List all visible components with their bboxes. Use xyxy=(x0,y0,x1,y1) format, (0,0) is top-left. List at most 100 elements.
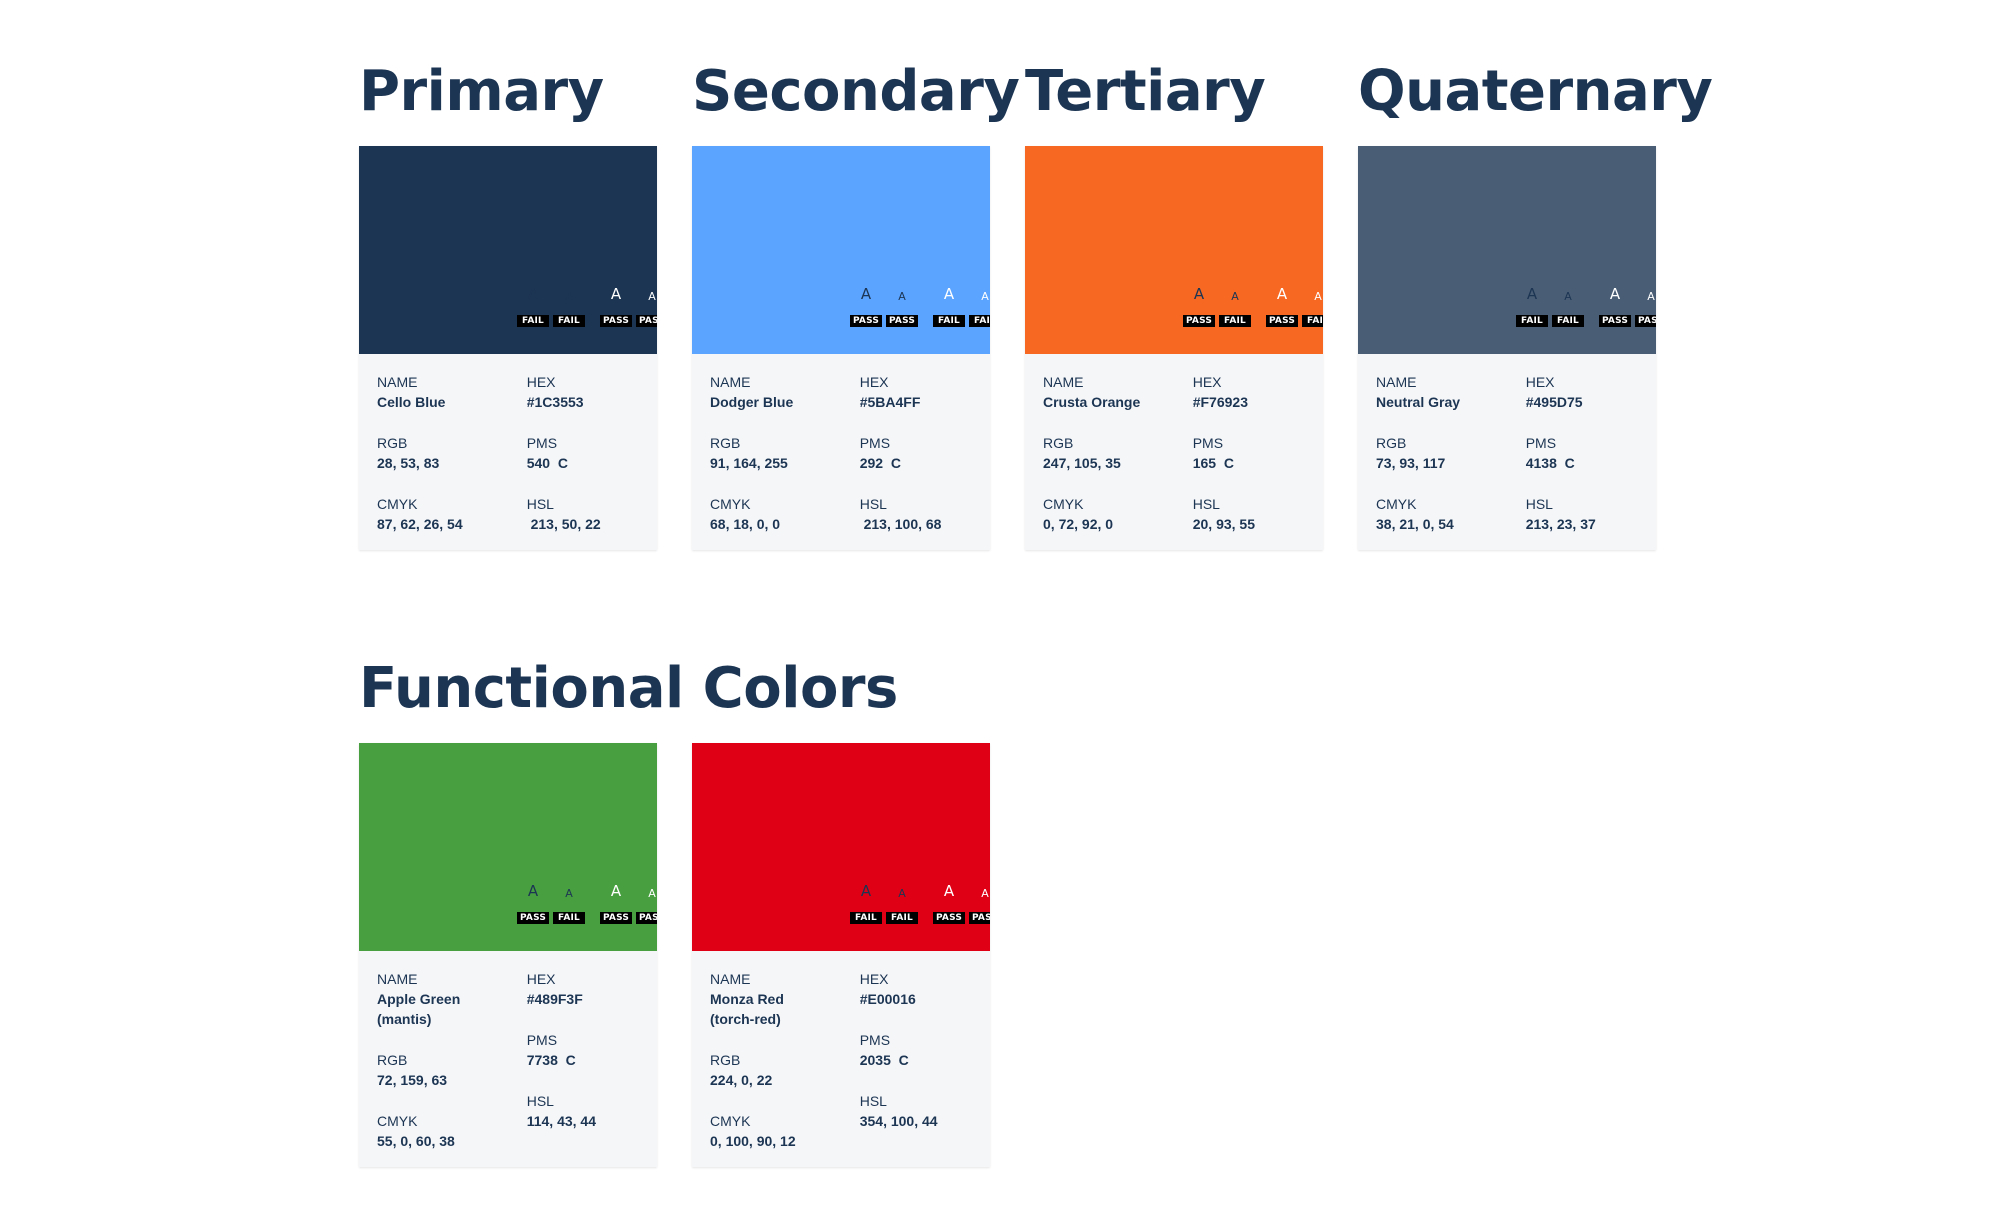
color-details: NAME Dodger Blue RGB 91, 164, 255 CMYK 68, 18… xyxy=(692,354,990,550)
dark-text-sample: A xyxy=(527,882,539,900)
field-name: NAME Crusta Orange xyxy=(1043,372,1193,412)
light-text-sample: A xyxy=(610,882,622,900)
dark-text-sample: A xyxy=(860,882,872,900)
contrast-badge: PASS xyxy=(600,912,632,924)
field-pms-value: 292 C xyxy=(859,455,901,471)
field-cmyk-value: 87, 62, 26, 54 xyxy=(377,516,463,532)
field-cmyk-label: CMYK xyxy=(1043,496,1084,512)
field-pms-label: PMS xyxy=(526,1032,558,1048)
contrast-badge: PASS xyxy=(933,912,965,924)
field-cmyk-value: 68, 18, 0, 0 xyxy=(710,516,781,532)
field-hsl-label: HSL xyxy=(1192,496,1220,512)
color-card: A FAIL A FAIL A PASS A PASS NAME Neutral Gray RGB 7… xyxy=(1358,146,1656,550)
dark-text-sample: A xyxy=(565,887,573,900)
field-name-value: Cello Blue xyxy=(377,394,446,410)
field-name-label: NAME xyxy=(1376,374,1417,390)
field-hsl-value: 213, 100, 68 xyxy=(859,516,942,532)
field-pms: PMS 2035 C xyxy=(860,1030,972,1070)
contrast-badge: PASS xyxy=(517,912,549,924)
field-rgb-value: 247, 105, 35 xyxy=(1043,455,1121,471)
field-pms: PMS 7738 C xyxy=(527,1030,639,1070)
contrast-check: A PASS A FAIL A PASS A PASS xyxy=(359,881,657,941)
field-pms-label: PMS xyxy=(1192,435,1224,451)
field-hsl-label: HSL xyxy=(859,496,887,512)
field-name-value: Apple Green (mantis) xyxy=(377,991,461,1027)
contrast-badge: FAIL xyxy=(517,315,549,327)
color-card: A PASS A PASS A FAIL A FAIL NAME Dodger Blue RGB 91… xyxy=(692,146,990,550)
field-hex: HEX #F76923 xyxy=(1193,372,1305,412)
field-name: NAME Apple Green (mantis) xyxy=(377,969,527,1029)
field-rgb-label: RGB xyxy=(377,1052,408,1068)
field-rgb-value: 28, 53, 83 xyxy=(377,455,440,471)
field-hex-value: #E00016 xyxy=(859,991,916,1007)
field-rgb: RGB 72, 159, 63 xyxy=(377,1050,527,1090)
color-swatch: A FAIL A FAIL A PASS A PASS xyxy=(359,146,657,354)
field-cmyk-label: CMYK xyxy=(710,496,751,512)
field-hsl-label: HSL xyxy=(1525,496,1553,512)
color-details: NAME Cello Blue RGB 28, 53, 83 CMYK 87, 62, 2… xyxy=(359,354,657,550)
field-hex-value: #F76923 xyxy=(1192,394,1248,410)
field-rgb-value: 224, 0, 22 xyxy=(710,1072,773,1088)
field-name: NAME Cello Blue xyxy=(377,372,527,412)
field-hex-label: HEX xyxy=(1192,374,1222,390)
field-hex-label: HEX xyxy=(859,374,889,390)
contrast-badge: PASS xyxy=(636,315,657,327)
dark-text-sample: A xyxy=(1564,290,1572,303)
dark-text-sample: A xyxy=(527,285,539,303)
field-pms-value: 540 C xyxy=(526,455,568,471)
light-text-sample: A xyxy=(943,882,955,900)
field-hex-value: #495D75 xyxy=(1525,394,1583,410)
field-pms-value: 165 C xyxy=(1192,455,1234,471)
field-hex: HEX #489F3F xyxy=(527,969,639,1009)
field-cmyk: CMYK 0, 100, 90, 12 xyxy=(710,1111,860,1151)
field-cmyk-value: 0, 100, 90, 12 xyxy=(710,1133,796,1149)
field-rgb-label: RGB xyxy=(710,435,741,451)
field-hsl-value: 354, 100, 44 xyxy=(859,1113,938,1129)
color-card: A FAIL A FAIL A PASS A PASS NAME Monza Red (torch… xyxy=(692,743,990,1167)
contrast-badge: PASS xyxy=(969,912,990,924)
field-hsl-label: HSL xyxy=(526,496,554,512)
field-pms: PMS 292 C xyxy=(860,433,972,473)
field-hsl: HSL 20, 93, 55 xyxy=(1193,494,1305,534)
field-pms-value: 4138 C xyxy=(1525,455,1575,471)
color-swatch: A PASS A PASS A FAIL A FAIL xyxy=(692,146,990,354)
contrast-check: A PASS A PASS A FAIL A FAIL xyxy=(692,284,990,344)
field-name-label: NAME xyxy=(1043,374,1084,390)
contrast-badge: FAIL xyxy=(553,912,585,924)
contrast-badge: FAIL xyxy=(886,912,918,924)
field-pms: PMS 165 C xyxy=(1193,433,1305,473)
dark-text-sample: A xyxy=(860,285,872,303)
field-cmyk: CMYK 87, 62, 26, 54 xyxy=(377,494,527,534)
field-cmyk: CMYK 68, 18, 0, 0 xyxy=(710,494,860,534)
contrast-badge: FAIL xyxy=(1219,315,1251,327)
field-name: NAME Neutral Gray xyxy=(1376,372,1526,412)
field-pms: PMS 540 C xyxy=(527,433,639,473)
light-text-sample: A xyxy=(1609,285,1621,303)
contrast-badge: PASS xyxy=(886,315,918,327)
contrast-badge: FAIL xyxy=(1516,315,1548,327)
field-hsl-label: HSL xyxy=(859,1093,887,1109)
light-text-sample: A xyxy=(1647,290,1655,303)
field-cmyk: CMYK 55, 0, 60, 38 xyxy=(377,1111,527,1151)
field-cmyk-label: CMYK xyxy=(710,1113,751,1129)
field-cmyk-label: CMYK xyxy=(377,496,418,512)
contrast-check: A FAIL A FAIL A PASS A PASS xyxy=(359,284,657,344)
contrast-badge: PASS xyxy=(636,912,657,924)
field-pms: PMS 4138 C xyxy=(1526,433,1638,473)
field-name-value: Dodger Blue xyxy=(710,394,794,410)
field-hex: HEX #1C3553 xyxy=(527,372,639,412)
color-card: A FAIL A FAIL A PASS A PASS NAME Cello Blue RGB 28,… xyxy=(359,146,657,550)
field-name-value: Monza Red (torch-red) xyxy=(710,991,784,1027)
field-hex-label: HEX xyxy=(526,374,556,390)
field-name-label: NAME xyxy=(710,971,751,987)
field-hex: HEX #E00016 xyxy=(860,969,972,1009)
contrast-badge: PASS xyxy=(1183,315,1215,327)
field-cmyk: CMYK 0, 72, 92, 0 xyxy=(1043,494,1193,534)
field-hex-value: #1C3553 xyxy=(526,394,584,410)
contrast-badge: PASS xyxy=(1599,315,1631,327)
field-pms-value: 2035 C xyxy=(859,1052,909,1068)
dark-text-sample: A xyxy=(565,290,573,303)
contrast-badge: PASS xyxy=(1635,315,1656,327)
contrast-check: A FAIL A FAIL A PASS A PASS xyxy=(1358,284,1656,344)
field-hex-value: #5BA4FF xyxy=(859,394,921,410)
